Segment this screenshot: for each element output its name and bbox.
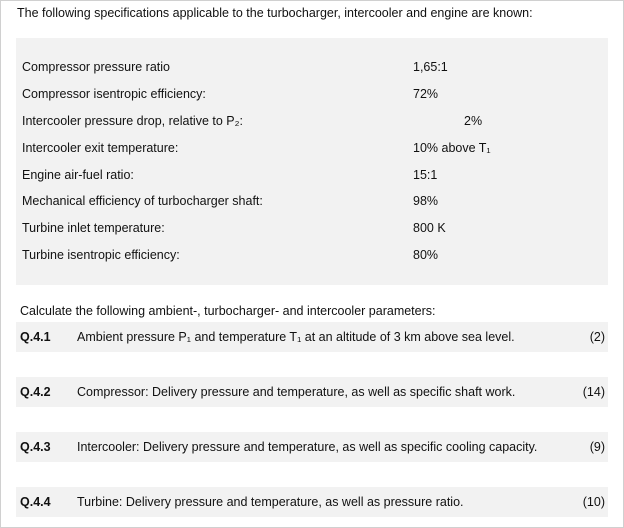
question-number: Q.4.1	[20, 330, 51, 344]
question-marks: (14)	[582, 385, 605, 399]
specifications-panel	[16, 38, 608, 285]
question-text: Intercooler: Delivery pressure and tempe…	[77, 440, 538, 454]
spec-label-engine-air-fuel-ratio: Engine air-fuel ratio:	[22, 168, 134, 182]
spec-label-compressor-pressure-ratio: Compressor pressure ratio	[22, 60, 170, 74]
question-band	[16, 322, 608, 352]
instruction-text: Calculate the following ambient-, turboc…	[20, 304, 436, 318]
question-marks: (10)	[582, 495, 605, 509]
heading-text: The following specifications applicable …	[17, 6, 533, 20]
question-band	[16, 487, 608, 517]
question-text: Compressor: Delivery pressure and temper…	[77, 385, 516, 399]
question-band	[16, 377, 608, 407]
spec-value-compressor-pressure-ratio: 1,65:1	[413, 60, 448, 74]
spec-value-compressor-efficiency: 72%	[413, 87, 439, 101]
question-number: Q.4.4	[20, 495, 51, 509]
spec-value-turbine-efficiency: 80%	[413, 248, 439, 262]
question-number: Q.4.2	[20, 385, 51, 399]
spec-value-turbine-inlet-temperature: 800 K	[413, 221, 446, 235]
spec-label-intercooler-exit-temperature: Intercooler exit temperature:	[22, 141, 179, 155]
spec-value-intercooler-pressure-drop: 2%	[464, 114, 483, 128]
spec-value-intercooler-exit-temperature: 10% above T₁	[413, 141, 491, 155]
spec-value-engine-air-fuel-ratio: 15:1	[413, 168, 438, 182]
question-text: Ambient pressure P₁ and temperature T₁ a…	[77, 330, 515, 344]
question-text: Turbine: Delivery pressure and temperatu…	[77, 495, 464, 509]
spec-label-compressor-efficiency: Compressor isentropic efficiency:	[22, 87, 206, 101]
question-band	[16, 432, 608, 462]
question-number: Q.4.3	[20, 440, 51, 454]
spec-label-turbine-efficiency: Turbine isentropic efficiency:	[22, 248, 180, 262]
question-marks: (9)	[589, 440, 605, 454]
spec-value-mechanical-efficiency: 98%	[413, 194, 439, 208]
spec-label-mechanical-efficiency: Mechanical efficiency of turbocharger sh…	[22, 194, 263, 208]
spec-label-intercooler-pressure-drop: Intercooler pressure drop, relative to P…	[22, 114, 243, 128]
question-marks: (2)	[589, 330, 605, 344]
spec-label-turbine-inlet-temperature: Turbine inlet temperature:	[22, 221, 165, 235]
